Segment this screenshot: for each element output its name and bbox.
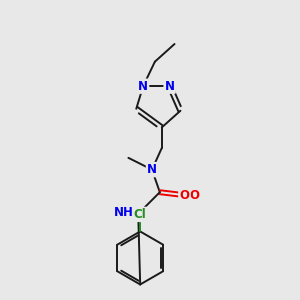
Text: N: N [148,161,158,174]
Text: NH: NH [113,206,133,219]
Text: NH: NH [113,206,133,219]
Text: O: O [179,189,189,202]
Text: N: N [138,80,148,93]
Text: Cl: Cl [134,208,147,221]
Text: N: N [136,80,146,93]
Text: O: O [189,189,199,202]
Text: N: N [165,80,175,93]
Text: N: N [147,163,157,176]
Text: Cl: Cl [134,208,147,221]
Text: N: N [166,80,176,93]
